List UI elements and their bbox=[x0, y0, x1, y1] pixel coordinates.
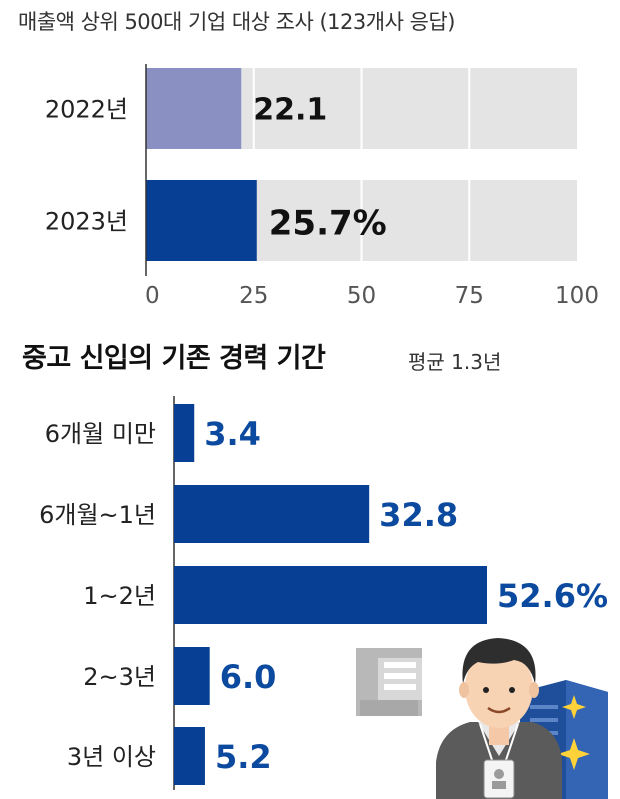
value-label: 5.2 bbox=[215, 738, 272, 776]
x-tick-label: 25 bbox=[239, 283, 268, 309]
year-label-2022: 2022년 bbox=[45, 96, 128, 124]
average-note: 평균 1.3년 bbox=[408, 350, 502, 374]
bar bbox=[174, 485, 370, 543]
x-tick-label: 0 bbox=[145, 283, 160, 309]
x-tick-label: 50 bbox=[347, 283, 376, 309]
chart2-title: 중고 신입의 기존 경력 기간 bbox=[22, 343, 326, 374]
category-label: 6개월 미만 bbox=[45, 420, 156, 448]
value-label: 3.4 bbox=[204, 415, 261, 453]
x-tick-label: 75 bbox=[455, 283, 484, 309]
category-label: 2~3년 bbox=[83, 663, 156, 691]
bar bbox=[146, 180, 257, 261]
value-label: 52.6% bbox=[497, 577, 608, 615]
bar bbox=[174, 647, 210, 705]
x-tick-label: 100 bbox=[555, 283, 599, 309]
yearly-bar-chart: 22.1 2022년 25.7% 2023년 0 25 50 75 100 bbox=[45, 64, 599, 309]
survey-note: 매출액 상위 500대 기업 대상 조사 (123개사 응답) bbox=[18, 10, 455, 34]
value-label: 32.8 bbox=[379, 496, 458, 534]
value-label: 22.1 bbox=[253, 93, 327, 128]
bar bbox=[174, 566, 487, 624]
bar bbox=[174, 404, 195, 462]
year-label-2023: 2023년 bbox=[45, 208, 128, 236]
value-label: 6.0 bbox=[220, 658, 277, 696]
category-label: 3년 이상 bbox=[67, 743, 156, 771]
category-label: 6개월~1년 bbox=[39, 501, 156, 529]
value-label: 25.7% bbox=[269, 204, 387, 244]
bar bbox=[146, 68, 242, 149]
bar bbox=[174, 727, 205, 785]
category-label: 1~2년 bbox=[83, 582, 156, 610]
